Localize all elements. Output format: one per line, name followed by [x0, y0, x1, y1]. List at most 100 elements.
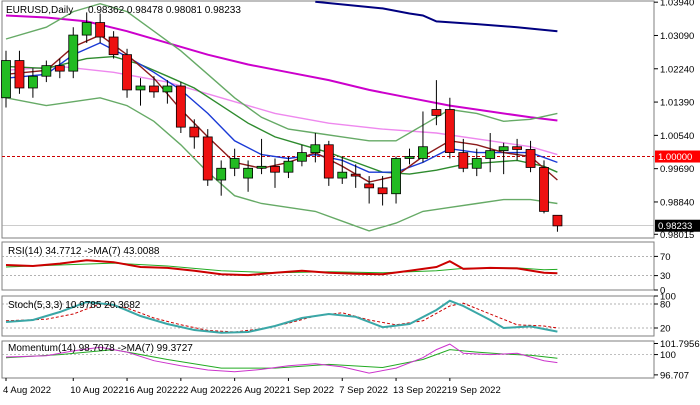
candle-body [498, 146, 509, 152]
candle [350, 164, 361, 188]
candle-body [189, 126, 200, 138]
candle-body [256, 165, 267, 169]
momentum-mom-line [5, 343, 558, 374]
candle [310, 133, 321, 163]
candle-body [243, 167, 254, 179]
rsi-tick-label: 70 [660, 252, 671, 263]
y-tick-label: 0.99690 [660, 164, 694, 175]
candle-body [27, 75, 38, 89]
candle-body [525, 149, 536, 168]
x-tick-label: 19 Sep 2022 [447, 385, 501, 396]
overlay-sma-long [315, 0, 558, 33]
candle [189, 119, 200, 149]
candle [512, 138, 522, 161]
candle [81, 12, 92, 43]
candle [552, 214, 563, 232]
candle-body [337, 171, 348, 179]
parity-price-tag [655, 150, 700, 163]
candle-body [229, 158, 240, 169]
candle-body [175, 85, 186, 128]
panel-frame-mom [1, 340, 655, 379]
stoch-label: Stoch(5,3,3) 10.9785 20.3682 [8, 300, 141, 311]
stoch-main-line [5, 299, 558, 334]
rsi-tick-label: 0 [660, 286, 665, 297]
candle-body [162, 85, 173, 93]
candle [404, 148, 415, 165]
candle-body [270, 165, 280, 173]
candle-body [296, 152, 307, 162]
x-tick-label: 4 Aug 2022 [3, 385, 51, 396]
candle [27, 68, 38, 98]
candle [216, 160, 227, 196]
candle-body [108, 36, 119, 56]
candle [323, 140, 334, 186]
stoch-signal-line [5, 302, 558, 333]
candle [135, 78, 146, 106]
candle [162, 80, 173, 104]
candle-body [149, 85, 159, 93]
overlay-sma-short-pink [5, 65, 558, 156]
candle [498, 142, 509, 175]
panel-frame-rsi [1, 241, 655, 291]
candle [108, 31, 119, 59]
candle-body [552, 214, 563, 227]
candle [1, 50, 11, 108]
current-price-tag [655, 219, 700, 232]
candle [270, 158, 280, 188]
candle [243, 160, 254, 192]
stoch-tick-label: 80 [660, 300, 671, 311]
x-tick-label: 16 Aug 2022 [124, 385, 177, 396]
candle [296, 144, 307, 167]
candle [377, 176, 388, 206]
candle [539, 160, 549, 214]
overlay-bollinger-lower [5, 97, 558, 232]
candle [122, 48, 132, 98]
stoch-tick-label: 100 [660, 292, 676, 303]
x-tick-label: 22 Aug 2022 [178, 385, 231, 396]
candle [283, 156, 294, 179]
candle [202, 129, 213, 186]
candle [485, 133, 496, 173]
candle-body [444, 109, 455, 154]
candle [525, 140, 536, 173]
candle-body [539, 167, 549, 212]
candle [471, 148, 482, 177]
stoch-tick-label: 20 [660, 324, 671, 335]
candle [431, 80, 442, 126]
candle-body [471, 158, 482, 169]
candle [444, 97, 455, 159]
rsi-label: RSI(14) 34.7712 ->MA(7) 43.0088 [8, 246, 160, 257]
candle-body [431, 109, 442, 116]
momentum-tick-label: 100 [660, 350, 676, 361]
candle-body [1, 60, 11, 99]
candle-body [350, 173, 361, 177]
rsi-rsi-line [5, 259, 558, 277]
candle [337, 156, 348, 184]
x-tick-label: 26 Aug 2022 [232, 385, 285, 396]
parity-price-label: 1.00000 [658, 152, 692, 163]
candle-body [310, 144, 321, 154]
candle [95, 13, 106, 43]
candle-body [512, 146, 522, 150]
rsi-tick-label: 30 [660, 271, 671, 282]
candle [175, 82, 186, 134]
y-tick-label: 1.03940 [660, 0, 694, 9]
candle [229, 148, 240, 177]
candle-body [418, 146, 428, 159]
x-tick-label: 13 Sep 2022 [393, 385, 447, 396]
candle-body [14, 60, 25, 89]
candle-body [95, 22, 106, 38]
x-tick-label: 1 Sep 2022 [285, 385, 334, 396]
y-tick-label: 0.98840 [660, 197, 694, 208]
candle [68, 27, 79, 79]
y-tick-label: 1.00540 [660, 131, 694, 142]
candle-body [404, 156, 415, 159]
momentum-label: Momentum(14) 98.7078 ->MA(7) 99.3727 [8, 343, 193, 354]
candle-body [364, 183, 375, 189]
x-tick-label: 10 Aug 2022 [70, 385, 123, 396]
candle-body [54, 65, 65, 72]
candle [418, 111, 428, 163]
candle [256, 138, 267, 175]
